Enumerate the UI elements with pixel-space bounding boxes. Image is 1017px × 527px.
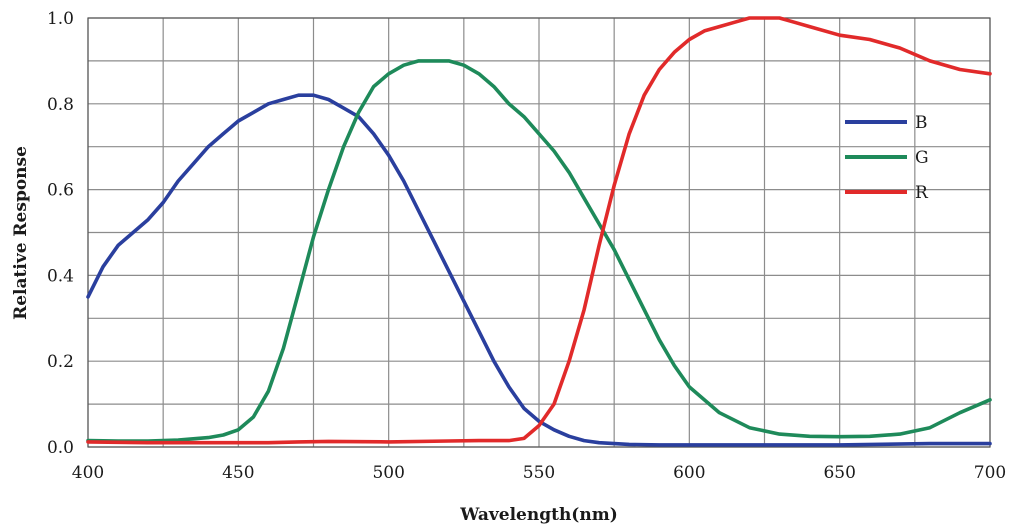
y-tick-label: 0.6 — [47, 181, 74, 201]
x-tick-label: 600 — [673, 463, 705, 483]
x-axis-title: Wavelength(nm) — [459, 505, 618, 525]
y-tick-label: 0.8 — [47, 95, 74, 115]
x-tick-label: 700 — [974, 463, 1006, 483]
legend-label-g: G — [915, 148, 929, 168]
x-tick-label: 400 — [72, 463, 104, 483]
y-axis-title: Relative Response — [11, 146, 31, 320]
x-tick-label: 500 — [372, 463, 404, 483]
legend-label-r: R — [915, 183, 929, 203]
legend: BGR — [845, 113, 929, 203]
plot-frame — [87, 17, 991, 448]
series-line-g — [86, 59, 992, 443]
y-tick-label: 0.2 — [47, 352, 74, 372]
y-tick-label: 0.0 — [47, 438, 74, 458]
y-tick-label: 1.0 — [47, 9, 74, 29]
x-tick-label: 450 — [222, 463, 254, 483]
y-tick-label: 0.4 — [47, 266, 74, 286]
series-layer — [86, 16, 992, 447]
legend-label-b: B — [915, 113, 928, 133]
x-tick-label: 650 — [823, 463, 855, 483]
grid-layer — [87, 17, 991, 448]
series-line-b — [86, 93, 992, 447]
series-line-r — [86, 16, 992, 445]
tick-labels: 400 450 500 550 600 650 700 0.0 0.2 0.4 0.6 0.8 1.0 — [47, 9, 1006, 483]
x-tick-label: 550 — [523, 463, 555, 483]
